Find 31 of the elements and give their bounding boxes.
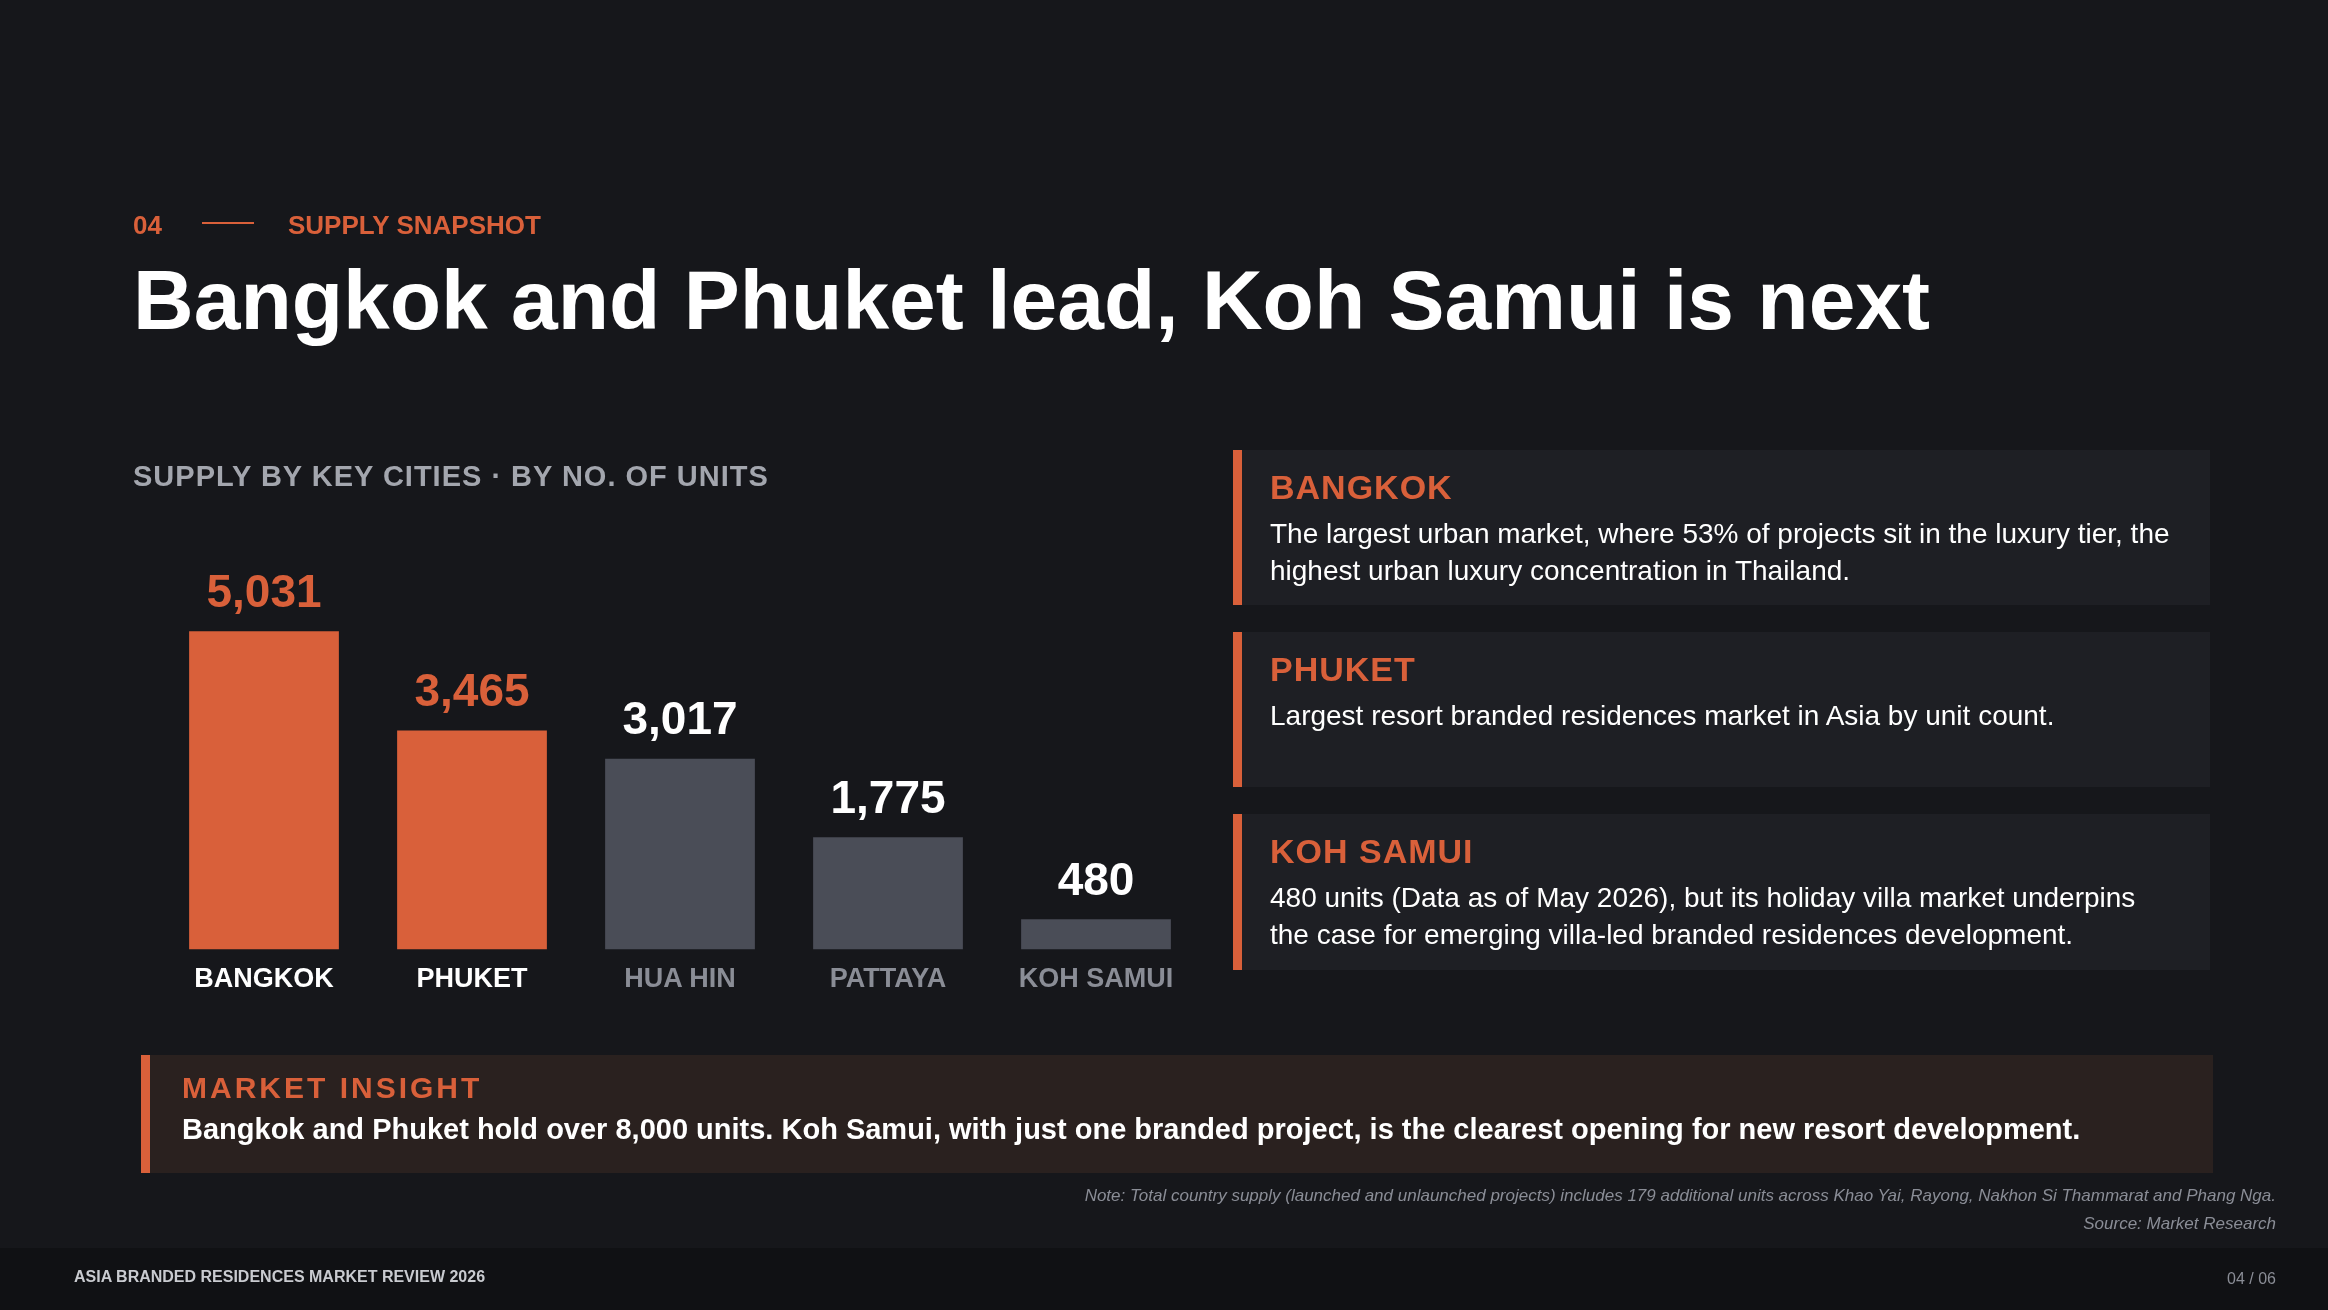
bar [189,631,339,950]
text: Bangkok and Phuket hold over 8,000 units. Koh Samui, with just one branded project, is the clearest opening for new resort development. [182,1113,2082,1146]
bar [1021,919,1171,950]
text: 04 / 06 [2227,1270,2276,1288]
x-tick-label: KOH SAMUI [1018,963,1174,994]
bar [813,837,963,950]
source-note: Source: Market Research [2082,1214,2276,1234]
text: KOH SAMUI [1270,832,1475,871]
text: MARKET INSIGHT [182,1071,484,1105]
data-label: 3,465 [414,664,530,717]
data-label: 480 [1057,852,1135,905]
text: The largest urban market, where 53% of projects sit in the luxury tier, the highest urban luxury concentration in Thailand. [1270,517,2171,588]
text: PHUKET [1270,650,1417,689]
text: Largest resort branded residences market in Asia by unit count. [1270,699,2056,733]
data-label: 3,017 [622,692,738,745]
text: Note: Total country supply (launched and unlaunched projects) includes 179 additional units across Khao Yai, Rayong, Nakhon Si Thammarat and Phang Nga. [1084,1186,2276,1206]
text: 04 [133,210,162,241]
x-tick-label: PHUKET [416,963,529,994]
text: ASIA BRANDED RESIDENCES MARKET REVIEW 2026 [74,1268,486,1286]
chart-title: Bangkok and Phuket lead, Koh Samui is next [133,252,1931,349]
text: 480 units (Data as of May 2026), but its holiday villa market underpins the case for emerging villa-led branded residences development. [1270,881,2137,952]
data-label: 5,031 [206,564,322,617]
data-label: 1,775 [830,770,946,823]
x-tick-label: PATTAYA [829,963,947,994]
bar [605,758,755,950]
x-tick-label: BANGKOK [194,963,335,994]
text: BANGKOK [1270,468,1454,507]
bar [397,730,547,950]
chart-subtitle: SUPPLY BY KEY CITIES · BY NO. OF UNITS [133,460,769,493]
text: SUPPLY SNAPSHOT [288,210,541,241]
x-tick-label: HUA HIN [624,963,736,994]
